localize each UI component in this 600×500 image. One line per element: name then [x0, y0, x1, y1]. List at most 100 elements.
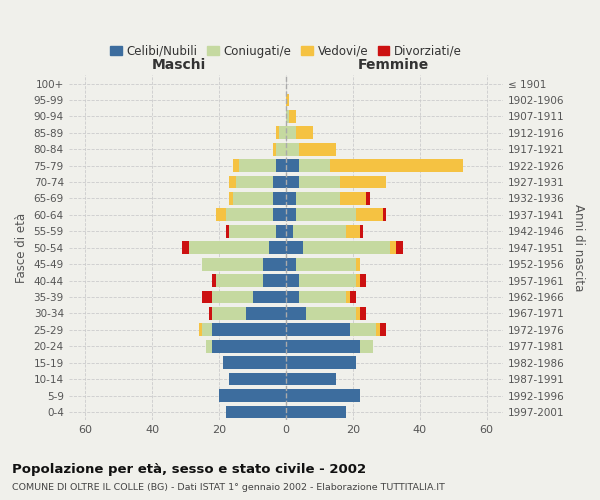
Bar	[286, 242, 303, 254]
Bar	[286, 225, 293, 237]
Bar	[219, 389, 286, 402]
Bar	[236, 176, 272, 188]
Bar	[296, 208, 356, 222]
Bar	[293, 225, 346, 237]
Bar	[346, 290, 350, 304]
Bar	[286, 406, 346, 418]
Bar	[359, 225, 363, 237]
Bar	[356, 258, 359, 270]
Bar	[223, 356, 286, 369]
Bar	[226, 208, 272, 222]
Bar	[212, 340, 286, 352]
Text: COMUNE DI OLTRE IL COLLE (BG) - Dati ISTAT 1° gennaio 2002 - Elaborazione TUTTIT: COMUNE DI OLTRE IL COLLE (BG) - Dati IST…	[12, 484, 445, 492]
Bar	[229, 192, 233, 205]
Bar	[229, 225, 276, 237]
Bar	[286, 176, 299, 188]
Bar	[212, 324, 286, 336]
Bar	[276, 126, 280, 139]
Bar	[182, 242, 189, 254]
Bar	[202, 290, 212, 304]
Bar	[286, 356, 356, 369]
Bar	[263, 274, 286, 287]
Bar	[233, 159, 239, 172]
Bar	[286, 208, 296, 222]
Bar	[276, 225, 286, 237]
Bar	[390, 242, 397, 254]
Bar	[280, 126, 286, 139]
Bar	[383, 208, 386, 222]
Bar	[269, 242, 286, 254]
Bar	[356, 208, 383, 222]
Bar	[350, 324, 376, 336]
Bar	[286, 143, 299, 156]
Bar	[303, 242, 390, 254]
Bar	[253, 290, 286, 304]
Bar	[189, 242, 269, 254]
Bar	[340, 192, 367, 205]
Text: Femmine: Femmine	[358, 58, 429, 72]
Bar	[216, 274, 263, 287]
Bar	[356, 274, 359, 287]
Bar	[286, 389, 359, 402]
Bar	[286, 340, 359, 352]
Bar	[202, 258, 263, 270]
Bar	[263, 258, 286, 270]
Bar	[212, 290, 253, 304]
Bar	[286, 94, 289, 106]
Bar	[272, 208, 286, 222]
Bar	[246, 307, 286, 320]
Bar	[272, 192, 286, 205]
Bar	[226, 406, 286, 418]
Bar	[356, 307, 359, 320]
Bar	[340, 176, 386, 188]
Bar	[296, 126, 313, 139]
Bar	[199, 324, 202, 336]
Bar	[272, 143, 276, 156]
Bar	[380, 324, 386, 336]
Bar	[229, 372, 286, 386]
Bar	[299, 176, 340, 188]
Bar	[239, 159, 276, 172]
Bar	[286, 258, 296, 270]
Bar	[286, 307, 306, 320]
Bar	[209, 307, 212, 320]
Bar	[286, 126, 296, 139]
Bar	[276, 143, 286, 156]
Bar	[299, 143, 336, 156]
Bar	[286, 290, 299, 304]
Legend: Celibi/Nubili, Coniugati/e, Vedovi/e, Divorziati/e: Celibi/Nubili, Coniugati/e, Vedovi/e, Di…	[106, 40, 467, 62]
Bar	[286, 274, 299, 287]
Bar	[206, 340, 212, 352]
Bar	[359, 340, 373, 352]
Bar	[202, 324, 212, 336]
Bar	[299, 290, 346, 304]
Bar	[216, 208, 226, 222]
Bar	[212, 274, 216, 287]
Y-axis label: Anni di nascita: Anni di nascita	[572, 204, 585, 292]
Text: Maschi: Maschi	[152, 58, 206, 72]
Bar	[296, 258, 356, 270]
Bar	[350, 290, 356, 304]
Bar	[286, 192, 296, 205]
Bar	[359, 274, 367, 287]
Bar	[329, 159, 463, 172]
Bar	[276, 159, 286, 172]
Bar	[346, 225, 359, 237]
Bar	[296, 192, 340, 205]
Bar	[376, 324, 380, 336]
Bar	[367, 192, 370, 205]
Bar	[286, 372, 336, 386]
Bar	[229, 176, 236, 188]
Bar	[233, 192, 272, 205]
Bar	[359, 307, 367, 320]
Bar	[299, 274, 356, 287]
Text: Popolazione per età, sesso e stato civile - 2002: Popolazione per età, sesso e stato civil…	[12, 462, 366, 475]
Bar	[286, 324, 350, 336]
Bar	[226, 225, 229, 237]
Bar	[272, 176, 286, 188]
Bar	[286, 110, 289, 123]
Bar	[306, 307, 356, 320]
Bar	[299, 159, 329, 172]
Bar	[289, 110, 296, 123]
Bar	[286, 159, 299, 172]
